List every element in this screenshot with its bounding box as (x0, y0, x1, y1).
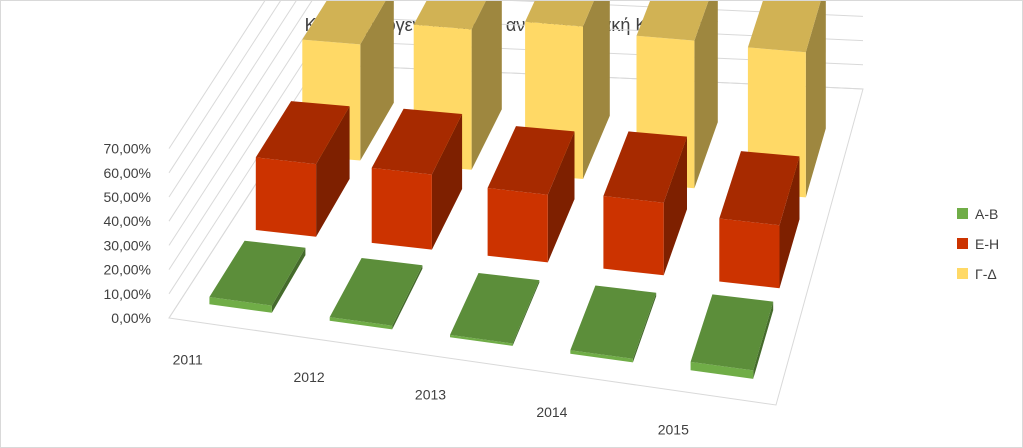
bar-Ε-Η-2013 (487, 126, 575, 263)
y-tick-label: 30,00% (104, 237, 151, 253)
bar-Α-Β-2013 (450, 273, 540, 346)
bars (209, 1, 826, 379)
y-axis-ticks: 0,00% 10,00% 20,00% 30,00% 40,00% 50,00% 60,00… (104, 141, 151, 326)
y-tick-label: 60,00% (104, 165, 151, 181)
legend-swatch (957, 238, 968, 249)
x-axis-categories: 2011 2012 2013 2014 2015 (173, 352, 689, 438)
y-tick-label: 20,00% (104, 262, 151, 278)
legend-label: Γ-Δ (975, 266, 997, 282)
bar-Α-Β-2012 (329, 258, 423, 330)
legend-swatch (957, 208, 968, 219)
y-tick-label: 10,00% (104, 286, 151, 302)
bar-Α-Β-2014 (570, 285, 657, 363)
x-category-label: 2012 (294, 369, 325, 385)
x-category-label: 2011 (173, 352, 203, 368)
x-category-label: 2015 (658, 421, 689, 437)
bar-Ε-Η-2014 (603, 131, 687, 276)
bar-Ε-Η-2015 (719, 151, 800, 289)
bar-Ε-Η-2011 (255, 101, 350, 237)
bar-Α-Β-2011 (209, 240, 306, 313)
x-category-label: 2014 (536, 404, 567, 420)
gridline (168, 1, 297, 198)
legend-label: Ε-Η (975, 236, 999, 252)
y-tick-label: 50,00% (104, 189, 151, 205)
gridline (168, 1, 313, 222)
legend-label: Α-Β (975, 206, 998, 222)
gridline (168, 1, 266, 149)
gridline (168, 1, 281, 174)
bar-Α-Β-2015 (690, 294, 774, 379)
y-tick-label: 40,00% (104, 213, 151, 229)
legend: Α-Β Ε-Η Γ-Δ (957, 206, 999, 282)
y-tick-label: 0,00% (111, 310, 151, 326)
legend-swatch (957, 268, 968, 279)
x-category-label: 2013 (415, 387, 446, 403)
y-tick-label: 70,00% (104, 141, 151, 157)
bar-Ε-Η-2012 (371, 108, 463, 250)
